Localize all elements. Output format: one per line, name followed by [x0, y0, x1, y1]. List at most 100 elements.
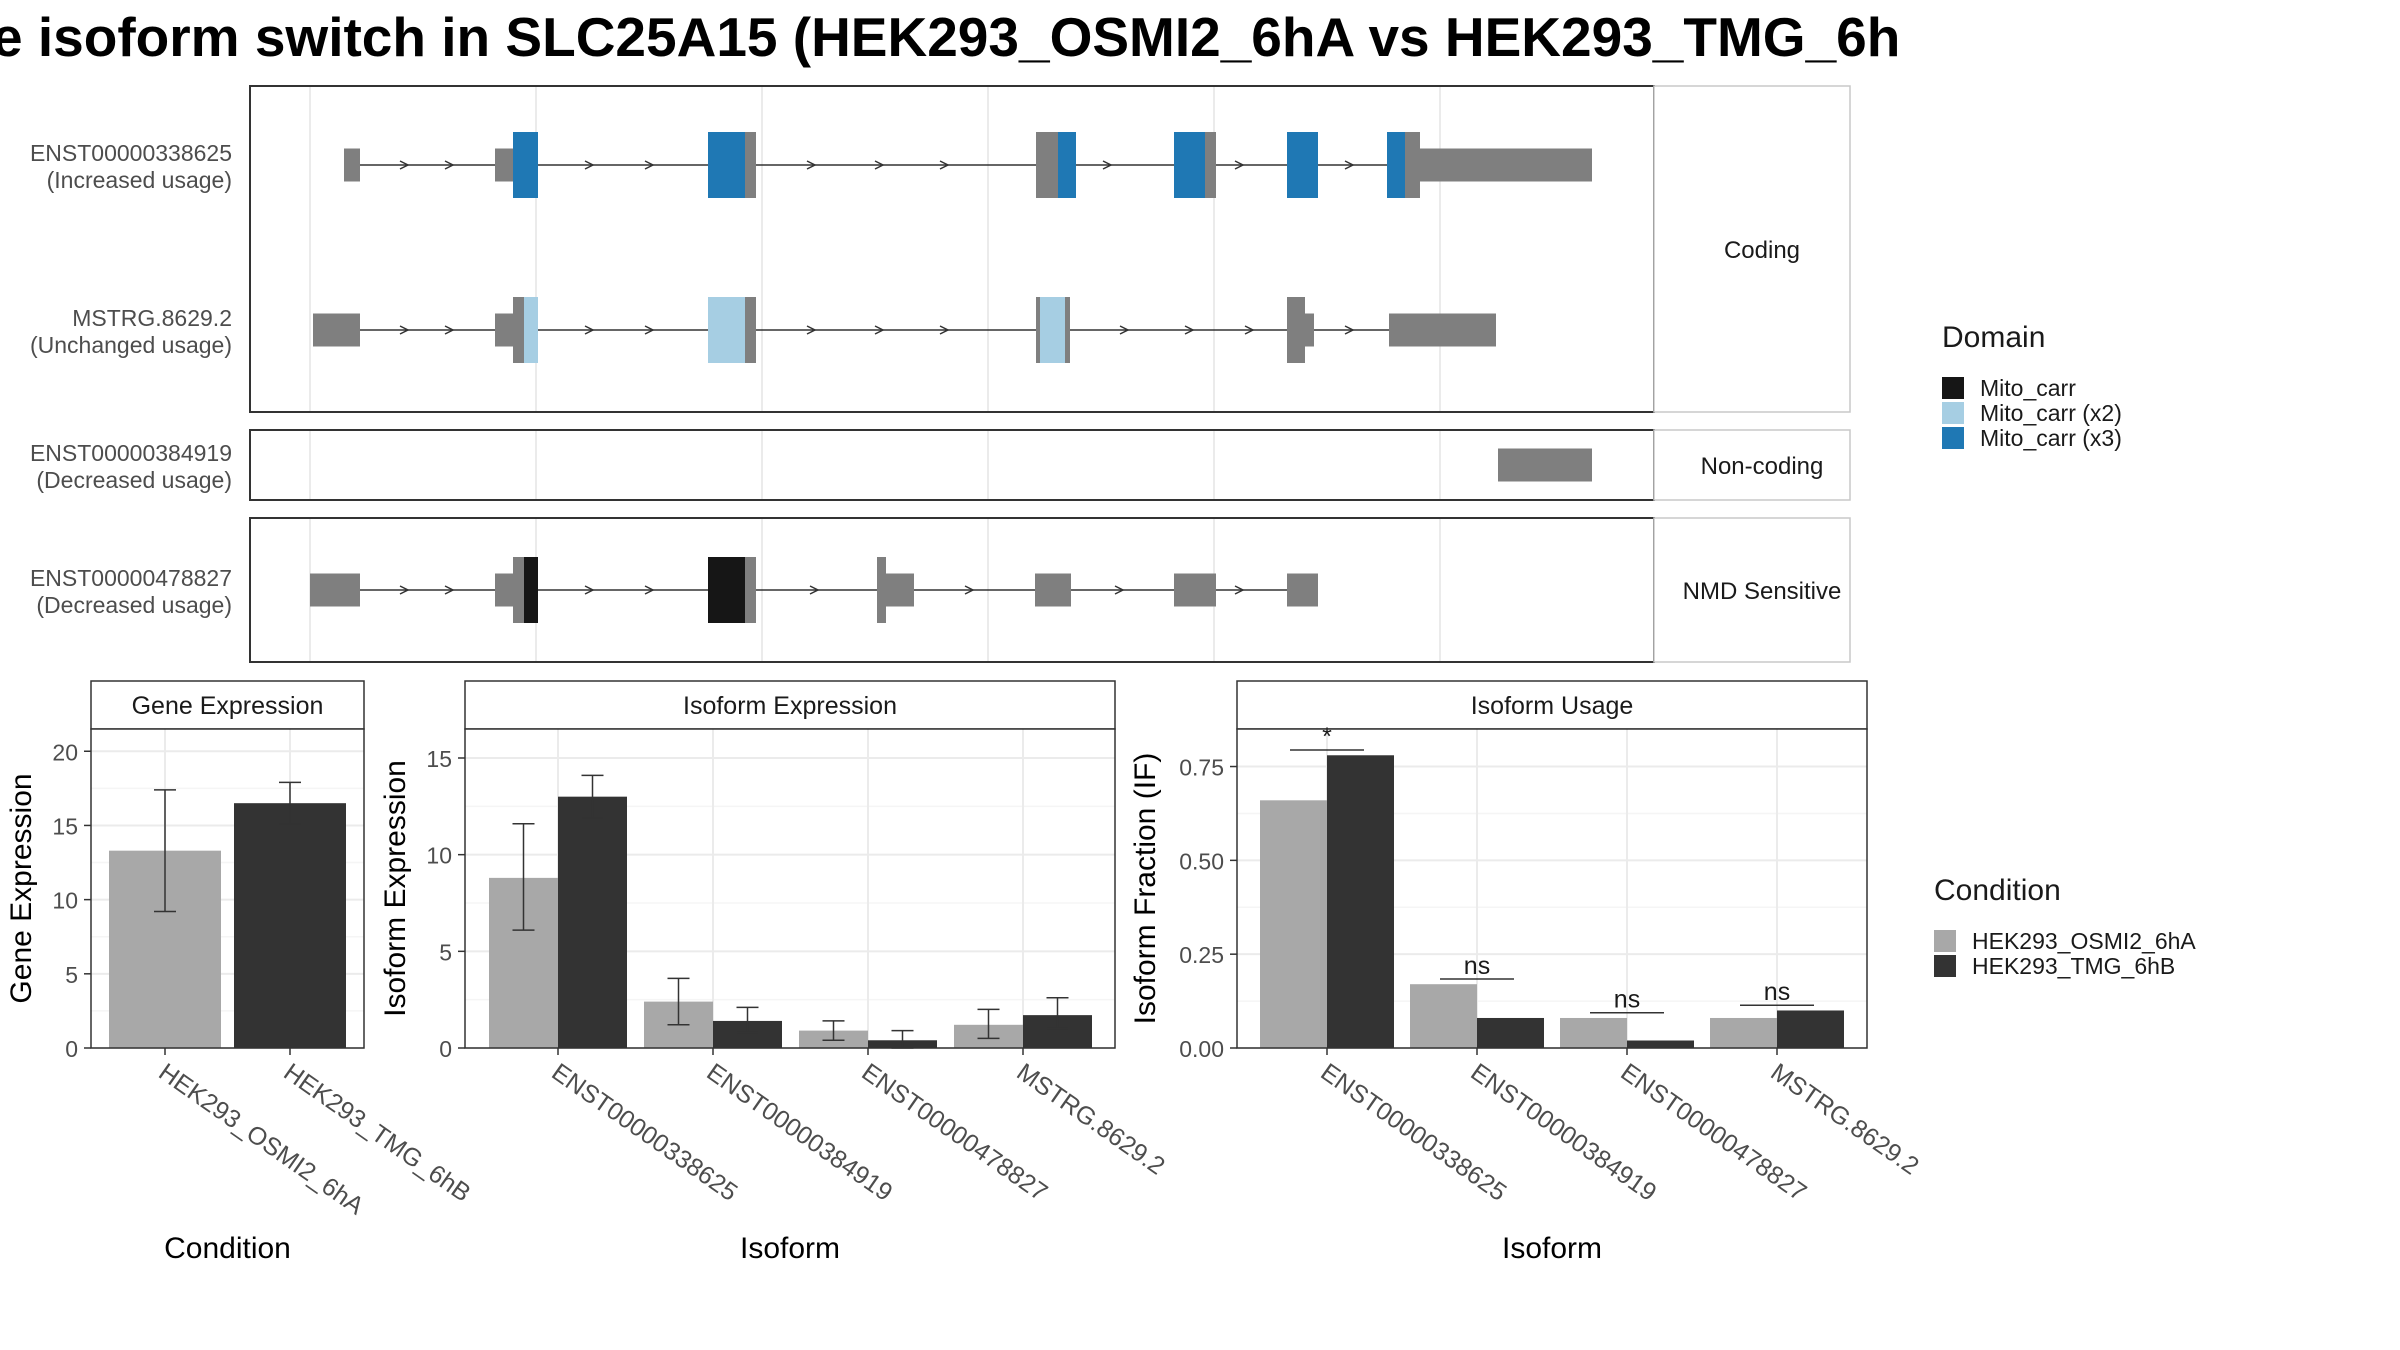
- coding-exon: [745, 132, 756, 198]
- coding-exon: [1036, 132, 1058, 198]
- y-axis-title: Gene Expression: [5, 773, 38, 1003]
- facet-label: Coding: [1724, 237, 1800, 264]
- coding-exon: [1287, 132, 1318, 198]
- intron-arrow: [644, 325, 655, 335]
- bar: [1710, 1017, 1777, 1048]
- intron-arrow: [444, 160, 455, 170]
- panel-background: [250, 430, 1654, 500]
- plot-border: [90, 728, 365, 1049]
- intron-arrow: [809, 585, 820, 595]
- facet-strip: [1653, 85, 1851, 413]
- intron-arrow: [584, 325, 595, 335]
- facet-strip: [1653, 517, 1851, 663]
- x-axis-title: Isoform: [740, 1232, 840, 1265]
- intron-arrow: [444, 585, 455, 595]
- intron-arrow: [874, 160, 885, 170]
- intron-arrow: [644, 160, 655, 170]
- transcript-usage-label: (Increased usage): [47, 167, 232, 193]
- intron-arrow: [1344, 160, 1355, 170]
- bar: [234, 803, 346, 1048]
- intron-arrow: [644, 585, 655, 595]
- y-tick-label: 5: [439, 939, 452, 965]
- coding-exon: [1287, 297, 1305, 363]
- facet-strip: [464, 680, 1116, 730]
- legend-key: [1942, 377, 1964, 399]
- intron-arrow: [399, 160, 410, 170]
- intron-arrow: [806, 160, 817, 170]
- x-tick-label: MSTRG.8629.2: [1766, 1058, 1924, 1181]
- bar: [1627, 1040, 1694, 1048]
- y-tick-label: 15: [426, 746, 452, 772]
- intron-arrow: [444, 325, 455, 335]
- intron-arrow: [1184, 325, 1195, 335]
- intron-arrow: [964, 585, 975, 595]
- intron-arrow: [806, 325, 817, 335]
- plot-border: [1236, 728, 1868, 1049]
- intron-arrow: [399, 585, 410, 595]
- chart-title: Isoform Usage: [1471, 692, 1634, 720]
- y-axis-title: Isoform Expression: [379, 760, 412, 1017]
- coding-exon: [1036, 297, 1040, 363]
- legend-label: HEK293_OSMI2_6hA: [1972, 928, 2196, 954]
- transcript-usage-label: (Decreased usage): [36, 592, 232, 618]
- intron-arrow: [939, 160, 950, 170]
- utr-exon: [886, 573, 914, 607]
- coding-exon: [745, 297, 756, 363]
- legend-label: HEK293_TMG_6hB: [1972, 953, 2175, 979]
- legend-key: [1942, 402, 1964, 424]
- isoform-usage-panel: Isoform Usage0.000.250.500.75ENST0000033…: [1129, 680, 1924, 1265]
- transcript-track: [310, 557, 1318, 623]
- y-tick-label: 5: [65, 962, 78, 988]
- y-tick-label: 15: [52, 813, 78, 839]
- legend-key: [1942, 427, 1964, 449]
- coding-exon: [708, 557, 745, 623]
- x-axis-title: Condition: [164, 1232, 291, 1265]
- facet-strip: [1236, 680, 1868, 730]
- transcript-track: [313, 297, 1496, 363]
- utr-exon: [1174, 573, 1216, 607]
- figure-title: e isoform switch in SLC25A15 (HEK293_OSM…: [0, 6, 1900, 68]
- coding-exon: [1387, 132, 1405, 198]
- coding-exon: [1065, 297, 1070, 363]
- intron-arrow: [399, 325, 410, 335]
- y-tick-label: 10: [52, 888, 78, 914]
- coding-exon: [524, 132, 538, 198]
- utr-exon: [313, 313, 360, 347]
- coding-exon: [513, 132, 524, 198]
- intron-arrow: [584, 160, 595, 170]
- bar: [1260, 800, 1327, 1048]
- y-tick-label: 0.25: [1179, 942, 1224, 968]
- utr-exon: [1287, 573, 1318, 607]
- transcript-label: ENST00000478827: [30, 565, 232, 591]
- intron-arrow: [1344, 325, 1355, 335]
- bar: [1777, 1010, 1844, 1048]
- transcript-usage-label: (Unchanged usage): [30, 332, 232, 358]
- facet-strip: [1653, 429, 1851, 501]
- legend-title: Domain: [1942, 321, 2045, 354]
- utr-exon: [1420, 148, 1592, 182]
- coding-exon: [513, 297, 524, 363]
- legend-label: Mito_carr (x2): [1980, 400, 2122, 426]
- utr-exon: [310, 573, 360, 607]
- bar: [558, 796, 627, 1048]
- transcript-track: [344, 132, 1592, 198]
- significance-label: ns: [1614, 986, 1640, 1014]
- y-tick-label: 20: [52, 739, 78, 765]
- intron-arrow: [1119, 325, 1130, 335]
- coding-exon: [1405, 132, 1420, 198]
- y-tick-label: 0.75: [1179, 755, 1224, 781]
- chart-title: Gene Expression: [132, 692, 324, 720]
- y-tick-label: 0.50: [1179, 848, 1224, 874]
- isoform-expression-panel: Isoform Expression051015ENST00000338625E…: [379, 680, 1170, 1265]
- intron-arrow: [584, 585, 595, 595]
- utr-exon: [495, 573, 513, 607]
- utr-exon: [1305, 313, 1314, 347]
- intron-arrow: [1234, 585, 1245, 595]
- utr-exon: [344, 148, 360, 182]
- x-tick-label: MSTRG.8629.2: [1012, 1058, 1170, 1181]
- y-axis-title: Isoform Fraction (IF): [1129, 753, 1162, 1025]
- coding-exon: [513, 557, 524, 623]
- significance-label: ns: [1764, 978, 1790, 1006]
